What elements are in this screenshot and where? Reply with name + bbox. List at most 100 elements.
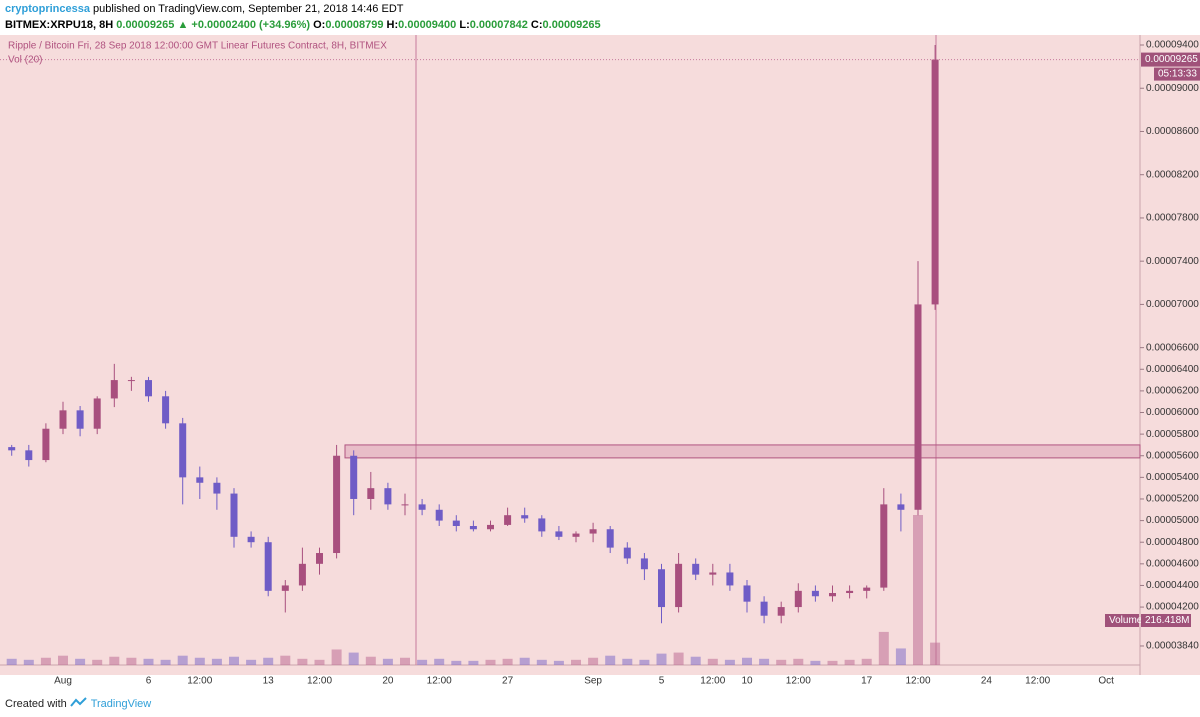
volume-bar (502, 658, 513, 665)
candle-body (401, 504, 409, 506)
y-tick-label: 0.00009400 (1146, 40, 1199, 51)
legend: Ripple / Bitcoin Fri, 28 Sep 2018 12:00:… (8, 41, 387, 52)
volume-bar (793, 658, 804, 665)
publish-line: cryptoprincessa published on TradingView… (5, 3, 404, 15)
x-tick-label: 6 (146, 676, 152, 687)
chart: Ripple / Bitcoin Fri, 28 Sep 2018 12:00:… (0, 35, 1200, 687)
candle-body (110, 380, 118, 399)
c: 0.00009265 (542, 19, 601, 31)
volume-value-tag (1141, 614, 1191, 627)
volume-bar (126, 657, 137, 665)
volume-bar (913, 515, 923, 665)
volume-bar (160, 659, 171, 665)
volume-bar (92, 659, 103, 665)
candle-body (863, 587, 871, 591)
y-tick-label: 0.00005800 (1146, 429, 1199, 440)
candle-body (880, 504, 888, 588)
volume-bar (177, 655, 188, 665)
candle-body (264, 542, 272, 591)
y-tick-label: 0.00004400 (1146, 580, 1199, 591)
volume-legend: Vol (20) (8, 55, 42, 66)
pane-background (0, 35, 1200, 675)
candle-body (829, 593, 836, 597)
volume-bar (810, 660, 821, 665)
candle-body (59, 410, 67, 429)
logo (70, 697, 87, 707)
published: published on TradingView.com, September … (93, 3, 404, 15)
x-tick-label: 5 (659, 676, 665, 687)
volume-bar (23, 659, 34, 665)
volume-bar (895, 648, 906, 665)
candle-body (504, 515, 512, 525)
volume-bar (6, 658, 17, 665)
countdown-tag (1154, 67, 1200, 81)
h: 0.00009400 (398, 19, 457, 31)
volume-bar (246, 659, 257, 665)
volume-bar (400, 657, 410, 665)
y-tick-label: 0.00006200 (1146, 386, 1199, 397)
candle-body (418, 504, 426, 510)
last-price-tag (1141, 52, 1200, 67)
x-tick-label: Aug (54, 676, 72, 687)
candle-body (794, 590, 802, 608)
volume-bar (588, 657, 599, 665)
volume-bar (571, 659, 581, 665)
candle-body (846, 590, 854, 594)
candle-body (931, 59, 939, 305)
volume-bar (724, 659, 735, 665)
volume-bar (297, 658, 308, 665)
volume-bar (656, 653, 667, 665)
candle-body (93, 398, 101, 429)
candle-body (811, 590, 819, 597)
candle-body (25, 450, 33, 461)
author[interactable]: cryptoprincessa (5, 3, 90, 15)
price: 0.00009265 (116, 19, 175, 31)
x-tick-label: 13 (263, 676, 275, 687)
volume-bar (331, 649, 342, 665)
c-label: C: (530, 19, 543, 31)
volume-bar (75, 658, 86, 665)
h-label: H: (386, 19, 399, 31)
volume-bar (314, 659, 325, 665)
volume-bar (468, 660, 479, 665)
candle-body (42, 428, 50, 461)
candle-body (367, 488, 375, 499)
volume-value: 216.418M (1145, 615, 1189, 626)
brand[interactable]: TradingView (90, 698, 152, 710)
volume-bar (742, 657, 752, 665)
volume-bar (605, 655, 616, 665)
volume-bar (211, 658, 222, 665)
candle-body (777, 607, 785, 616)
symbol: BITMEX:XRPU18, 8H (5, 19, 114, 31)
y-tick-label: 0.00007400 (1146, 256, 1199, 267)
x-tick-label: 17 (861, 676, 873, 687)
volume-bar (451, 660, 462, 665)
x-tick-label: Oct (1098, 676, 1114, 687)
candle-body (658, 569, 665, 608)
volume-bar (434, 658, 445, 665)
y-tick-label: 0.00005600 (1146, 450, 1199, 461)
candle-body (555, 531, 563, 537)
y-tick-label: 0.00006600 (1146, 342, 1199, 353)
y-tick-label: 0.00005000 (1146, 515, 1199, 526)
l-label: L: (459, 19, 470, 31)
volume-bar (776, 659, 787, 665)
header: cryptoprincessa published on TradingView… (0, 0, 1200, 35)
candle-body (196, 477, 204, 483)
volume-bar (143, 658, 154, 665)
y-tick-label: 0.00009000 (1146, 83, 1199, 94)
volume-bar (263, 657, 274, 665)
volume-bar (673, 652, 684, 665)
volume-bar (365, 656, 376, 665)
candle-body (726, 572, 734, 586)
o-label: O: (313, 19, 326, 31)
l: 0.00007842 (469, 19, 528, 31)
y-tick-label: 0.00008200 (1146, 169, 1199, 180)
volume-bar (930, 642, 941, 665)
volume-bar (878, 631, 889, 665)
volume-bar (553, 660, 564, 665)
y-tick-label: 0.00005200 (1146, 494, 1199, 505)
volume-bar (417, 659, 428, 665)
candle-body (743, 585, 751, 602)
